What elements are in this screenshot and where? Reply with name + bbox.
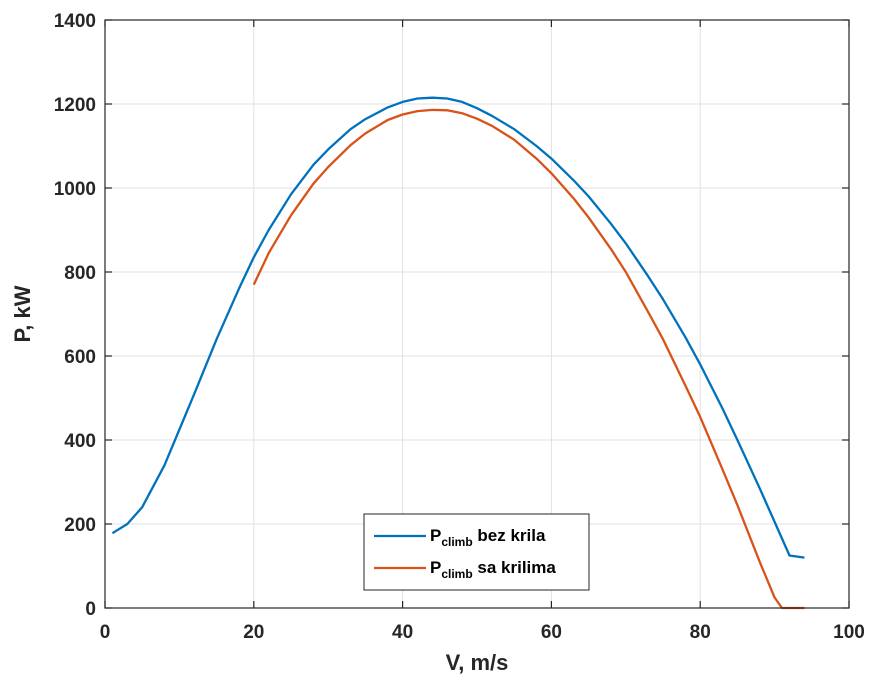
x-tick-label: 100 — [833, 622, 865, 643]
x-tick-label: 60 — [541, 622, 562, 643]
y-tick-label: 600 — [64, 347, 96, 368]
legend-entry-subscript: climb — [441, 567, 472, 581]
x-tick-label: 40 — [392, 622, 413, 643]
y-tick-label: 1000 — [54, 179, 96, 200]
legend-entry-rest: sa krilima — [473, 558, 557, 577]
legend-entry-1: Pclimb sa krilima — [430, 558, 556, 581]
x-tick-label: 80 — [690, 622, 711, 643]
legend-entry-rest: bez krila — [473, 526, 546, 545]
y-tick-label: 400 — [64, 431, 96, 452]
x-axis-label: V, m/s — [446, 650, 509, 675]
y-tick-label: 200 — [64, 515, 96, 536]
y-tick-label: 1400 — [54, 11, 96, 32]
legend-entry-subscript: climb — [441, 535, 472, 549]
legend-entry-0: Pclimb bez krila — [430, 526, 546, 549]
series-line-1 — [252, 108, 805, 610]
legend-entry-main: P — [430, 558, 441, 577]
y-axis-label: P, kW — [10, 285, 35, 342]
series-group — [111, 96, 805, 610]
plot-area-border — [104, 19, 850, 609]
series-line-0 — [111, 96, 805, 559]
y-tick-label: 800 — [64, 263, 96, 284]
x-tick-label: 0 — [100, 622, 111, 643]
legend-entry-main: P — [430, 526, 441, 545]
y-tick-label: 0 — [85, 599, 96, 620]
x-tick-label: 20 — [243, 622, 264, 643]
y-tick-label: 1200 — [54, 95, 96, 116]
legend-box — [363, 513, 590, 591]
